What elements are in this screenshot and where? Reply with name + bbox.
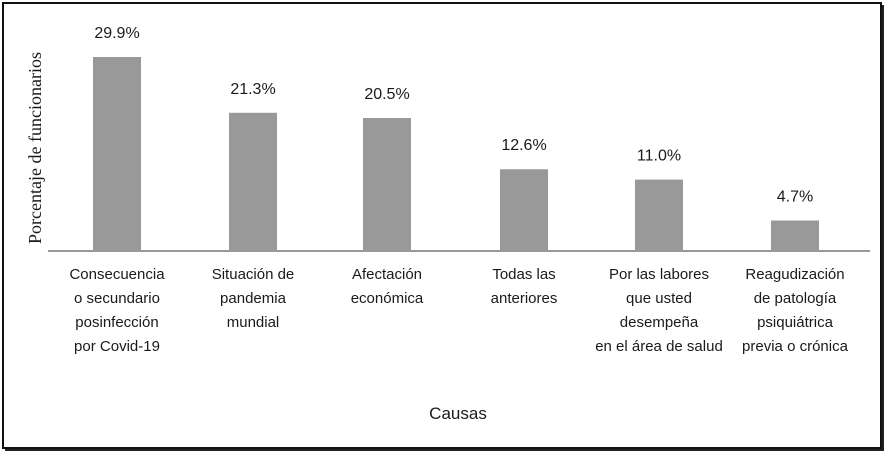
- category-label-line: Afectación: [352, 266, 422, 283]
- bar-3: [363, 117, 411, 252]
- data-label-5: 11.0%: [637, 148, 681, 165]
- category-label-line: de patología: [754, 290, 837, 307]
- category-label-5: Por las labores que usted desempeña en el á…: [595, 266, 723, 355]
- category-label-1: Consecuencia o secundario posinfección por …: [69, 266, 165, 355]
- category-label-4: Todas las anteriores: [491, 266, 558, 307]
- y-axis-label: Porcentaje de funcionarios: [25, 52, 45, 244]
- category-label-line: Consecuencia: [69, 266, 165, 283]
- data-label-2: 21.3%: [230, 81, 275, 98]
- data-label-3: 20.5%: [364, 86, 409, 103]
- category-label-line: Situación de: [212, 266, 295, 283]
- category-label-line: por Covid-19: [74, 338, 160, 355]
- category-label-line: en el área de salud: [595, 338, 723, 355]
- category-label-line: pandemia: [220, 290, 287, 307]
- category-label-line: anteriores: [491, 290, 558, 307]
- data-label-6: 4.7%: [777, 189, 813, 206]
- data-label-1: 29.9%: [94, 25, 139, 42]
- category-label-line: Reagudización: [745, 266, 844, 283]
- bar-4: [500, 169, 548, 251]
- category-label-line: previa o crónica: [742, 338, 849, 355]
- bar-5: [635, 179, 683, 251]
- category-label-6: Reagudización de patología psiquiátrica pre…: [742, 266, 849, 355]
- category-label-line: Por las labores: [609, 266, 709, 283]
- bar-2: [229, 112, 277, 251]
- category-label-line: posinfección: [75, 314, 158, 331]
- bar-1: [93, 57, 141, 251]
- bar-6: [771, 220, 819, 251]
- category-label-line: Todas las: [492, 266, 555, 283]
- category-label-3: Afectación económica: [351, 266, 424, 307]
- data-label-4: 12.6%: [501, 137, 546, 154]
- category-label-line: económica: [351, 290, 424, 307]
- category-label-line: o secundario: [74, 290, 160, 307]
- category-label-line: que usted: [626, 290, 692, 307]
- category-label-line: psiquiátrica: [757, 314, 834, 331]
- category-label-line: mundial: [227, 314, 280, 331]
- x-axis-label: Causas: [429, 404, 487, 423]
- category-label-2: Situación de pandemia mundial: [212, 266, 295, 331]
- category-label-line: desempeña: [620, 314, 699, 331]
